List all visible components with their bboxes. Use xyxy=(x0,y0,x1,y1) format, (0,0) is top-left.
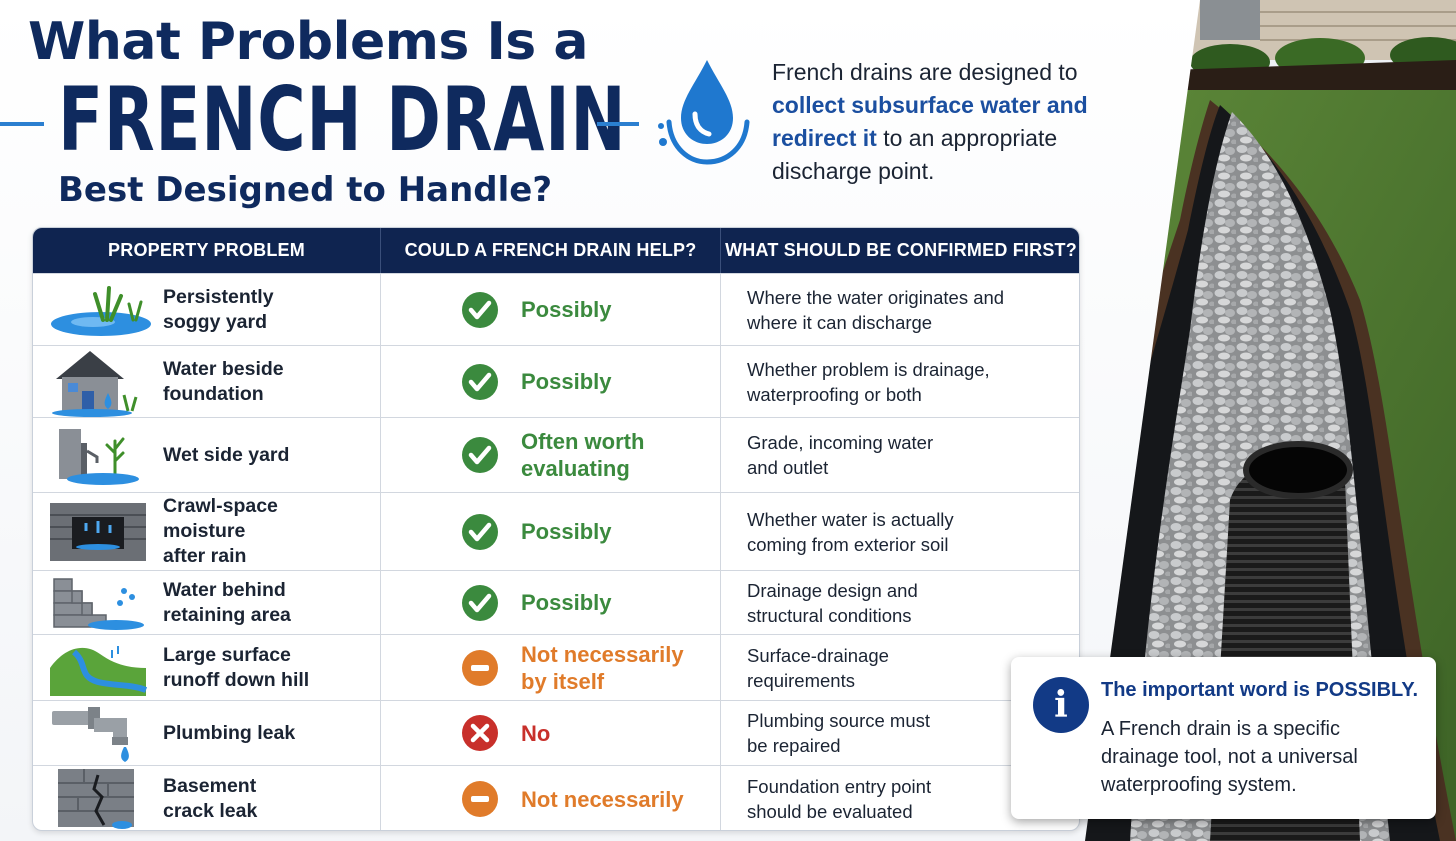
help-answer: Possibly xyxy=(521,297,612,322)
help-answer: Possibly xyxy=(521,590,612,615)
confirm-cell: Plumbing source must be repaired xyxy=(721,701,1079,765)
headline-line-3: Best Designed to Handle? xyxy=(58,170,553,210)
problem-text: Crawl-space moisture after rain xyxy=(163,495,278,567)
header-confirm-first: WHAT SHOULD BE CONFIRMED FIRST? xyxy=(725,240,1077,260)
confirm-cell: Whether problem is drainage, waterproofi… xyxy=(721,346,1079,417)
check-icon xyxy=(461,291,499,329)
intro-emphasis: collect subsurface water and redirect it xyxy=(772,92,1088,151)
confirm-text: Foundation entry point should be evaluat… xyxy=(747,776,932,822)
table-row: Large surface runoff down hill Not necess… xyxy=(33,634,1079,700)
info-title: The important word is POSSIBLY. xyxy=(1101,679,1419,701)
problem-cell: Crawl-space moisture after rain xyxy=(33,493,381,570)
house-icon xyxy=(33,346,163,417)
confirm-cell: Drainage design and structural condition… xyxy=(721,571,1079,634)
info-icon: i xyxy=(1033,677,1089,733)
table-row: Water behind retaining area Possibly Drain… xyxy=(33,570,1079,634)
table-row: Wet side yard Often worth evaluating Grade… xyxy=(33,417,1079,492)
check-icon xyxy=(461,584,499,622)
crawl-space-icon xyxy=(33,493,163,570)
help-answer: Not necessarily xyxy=(521,786,684,812)
help-answer: Often worth evaluating xyxy=(521,429,645,481)
problem-text: Plumbing leak xyxy=(163,721,296,744)
help-cell: Possibly xyxy=(381,571,721,634)
table-row: Basement crack leak Not necessarily Founda… xyxy=(33,765,1079,830)
help-cell: Possibly xyxy=(381,493,721,570)
pipe-leak-icon xyxy=(33,701,163,765)
help-answer: Possibly xyxy=(521,519,612,544)
table-row: Water beside foundation Possibly Whether p… xyxy=(33,345,1079,417)
problem-cell: Persistently soggy yard xyxy=(33,274,381,345)
intro-after: to an appropriate discharge point. xyxy=(772,125,1058,184)
hill-runoff-icon xyxy=(33,635,163,700)
problem-cell: Water behind retaining area xyxy=(33,571,381,634)
confirm-text: Surface-drainage requirements xyxy=(747,644,889,691)
confirm-text: Whether water is actually coming from ex… xyxy=(747,508,954,555)
minus-icon xyxy=(461,780,499,818)
problem-cell: Water beside foundation xyxy=(33,346,381,417)
help-cell: Possibly xyxy=(381,274,721,345)
confirm-text: Where the water originates and where it … xyxy=(747,286,1005,333)
header-could-help: COULD A FRENCH DRAIN HELP? xyxy=(381,228,721,273)
problem-text: Water beside foundation xyxy=(163,357,284,405)
confirm-text: Whether problem is drainage, waterproofi… xyxy=(747,358,990,405)
info-callout: i The important word is POSSIBLY. A Fren… xyxy=(1011,657,1436,819)
confirm-text: Plumbing source must be repaired xyxy=(747,710,931,756)
side-yard-icon xyxy=(33,418,163,492)
intro-before: French drains are designed to xyxy=(772,59,1078,85)
problem-cell: Plumbing leak xyxy=(33,701,381,765)
confirm-cell: Where the water originates and where it … xyxy=(721,274,1079,345)
problems-table: PROPERTY PROBLEM COULD A FRENCH DRAIN HE… xyxy=(32,227,1080,831)
intro-text: French drains are designed to collect su… xyxy=(772,56,1092,188)
cracked-wall-icon xyxy=(33,766,163,830)
problem-text: Persistently soggy yard xyxy=(163,285,274,333)
confirm-text: Grade, incoming water and outlet xyxy=(747,432,934,478)
water-drop-icon xyxy=(658,60,750,165)
headline-line-2: FRENCH DRAIN xyxy=(58,68,627,171)
check-icon xyxy=(461,363,499,401)
confirm-cell: Foundation entry point should be evaluat… xyxy=(721,766,1079,830)
help-cell: Not necessarily xyxy=(381,766,721,830)
problem-text: Wet side yard xyxy=(163,443,290,466)
retaining-wall-icon xyxy=(33,571,163,634)
headline-rule-right xyxy=(597,122,639,126)
soggy-yard-icon xyxy=(33,274,163,345)
problem-cell: Wet side yard xyxy=(33,418,381,492)
problem-text: Large surface runoff down hill xyxy=(163,643,310,691)
help-cell: Possibly xyxy=(381,346,721,417)
help-cell: No xyxy=(381,701,721,765)
confirm-cell: Surface-drainage requirements xyxy=(721,635,1079,700)
help-cell: Often worth evaluating xyxy=(381,418,721,492)
cross-icon xyxy=(461,714,499,752)
confirm-cell: Whether water is actually coming from ex… xyxy=(721,493,1079,570)
table-header: PROPERTY PROBLEM COULD A FRENCH DRAIN HE… xyxy=(33,228,1079,273)
help-cell: Not necessarily by itself xyxy=(381,635,721,700)
check-icon xyxy=(461,436,499,474)
table-row: Persistently soggy yard Possibly Where the… xyxy=(33,273,1079,345)
help-answer: No xyxy=(521,720,551,746)
problem-text: Water behind retaining area xyxy=(163,578,291,626)
confirm-cell: Grade, incoming water and outlet xyxy=(721,418,1079,492)
table-row: Crawl-space moisture after rain Possibly W… xyxy=(33,492,1079,570)
header-property-problem: PROPERTY PROBLEM xyxy=(33,228,381,273)
minus-icon xyxy=(461,649,499,687)
table-row: Plumbing leak No Plumbing source must be r… xyxy=(33,700,1079,765)
confirm-text: Drainage design and structural condition… xyxy=(747,579,918,626)
problem-text: Basement crack leak xyxy=(163,775,258,822)
help-answer: Not necessarily by itself xyxy=(521,641,684,694)
headline-rule-left xyxy=(0,122,44,126)
info-body: A French drain is a specific drainage to… xyxy=(1101,718,1358,796)
check-icon xyxy=(461,513,499,551)
problem-cell: Large surface runoff down hill xyxy=(33,635,381,700)
headline-line-1: What Problems Is a xyxy=(28,12,588,72)
help-answer: Possibly xyxy=(521,369,612,394)
headline-line-2-wrap: FRENCH DRAIN xyxy=(0,70,640,170)
problem-cell: Basement crack leak xyxy=(33,766,381,830)
